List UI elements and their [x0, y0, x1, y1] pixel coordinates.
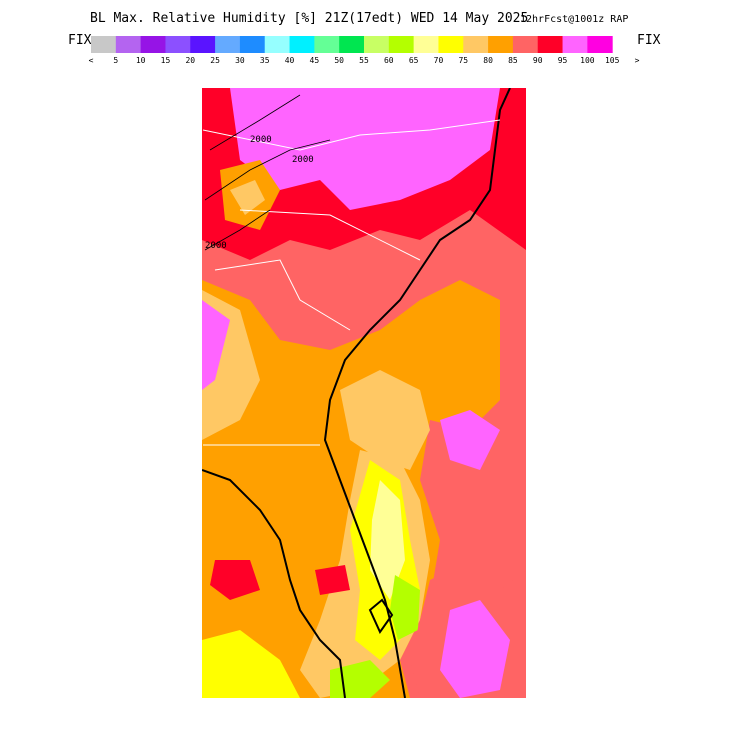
- colorbar-swatch: [239, 36, 266, 53]
- colorbar-swatch: [364, 36, 390, 53]
- fix-right: FIX: [637, 33, 661, 48]
- colorbar-label: 30: [235, 56, 245, 65]
- colorbar-swatch: [562, 36, 588, 53]
- colorbar-label: 10: [136, 56, 146, 65]
- colorbar-swatch: [512, 36, 539, 53]
- colorbar-label: 100: [580, 56, 595, 65]
- colorbar-label: 70: [434, 56, 444, 65]
- colorbar-swatch: [165, 36, 191, 53]
- colorbar-label: 105: [605, 56, 620, 65]
- colorbar-label: >: [635, 56, 640, 65]
- colorbar-label: 75: [458, 56, 468, 65]
- colorbar-label: 5: [113, 56, 118, 65]
- colorbar-label: 60: [384, 56, 394, 65]
- colorbar-label: 90: [533, 56, 543, 65]
- colorbar-label: 45: [310, 56, 320, 65]
- fix-left: FIX: [68, 33, 92, 48]
- colorbar-swatch: [264, 36, 291, 53]
- colorbar-swatch: [388, 36, 415, 53]
- contour-label: 2000: [292, 155, 314, 165]
- colorbar-swatch: [215, 36, 241, 53]
- colorbar-label: <: [89, 56, 94, 65]
- subtitle: 12hrFcst@1001z RAP: [520, 14, 628, 25]
- colorbar-label: 15: [161, 56, 171, 65]
- title: BL Max. Relative Humidity [%] 21Z(17edt)…: [90, 11, 528, 26]
- colorbar-label: 65: [409, 56, 419, 65]
- colorbar-label: 25: [210, 56, 220, 65]
- colorbar-label: 55: [359, 56, 369, 65]
- colorbar-swatch: [413, 36, 439, 53]
- colorbar-swatch: [140, 36, 166, 53]
- colorbar-swatch: [91, 36, 117, 53]
- colorbar-swatch: [587, 36, 613, 53]
- colorbar-label: 40: [285, 56, 295, 65]
- colorbar-label: 95: [558, 56, 568, 65]
- colorbar-swatch: [339, 36, 365, 53]
- colorbar-swatch: [438, 36, 464, 53]
- colorbar-label: 85: [508, 56, 518, 65]
- colorbar-label: 50: [334, 56, 344, 65]
- colorbar-swatch: [115, 36, 142, 53]
- colorbar-label: 35: [260, 56, 270, 65]
- colorbar-swatch: [289, 36, 315, 53]
- colorbar-swatch: [190, 36, 216, 53]
- contour-label: 2000: [205, 241, 227, 251]
- map: 2000 2000 2000: [202, 88, 526, 698]
- contour-label: 2000: [250, 135, 272, 145]
- colorbar-swatch: [537, 36, 564, 53]
- colorbar-swatch: [488, 36, 514, 53]
- colorbar-swatch: [463, 36, 489, 53]
- colorbar: <5 10 15 20 25 30 35 40 45 50 55 60 65 70 75 80 85 90 95 10…: [89, 36, 640, 65]
- colorbar-label: 80: [483, 56, 493, 65]
- colorbar-swatch: [314, 36, 340, 53]
- colorbar-label: 20: [185, 56, 195, 65]
